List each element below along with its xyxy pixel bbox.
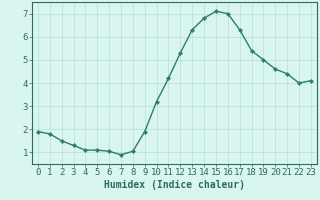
X-axis label: Humidex (Indice chaleur): Humidex (Indice chaleur) xyxy=(104,180,245,190)
